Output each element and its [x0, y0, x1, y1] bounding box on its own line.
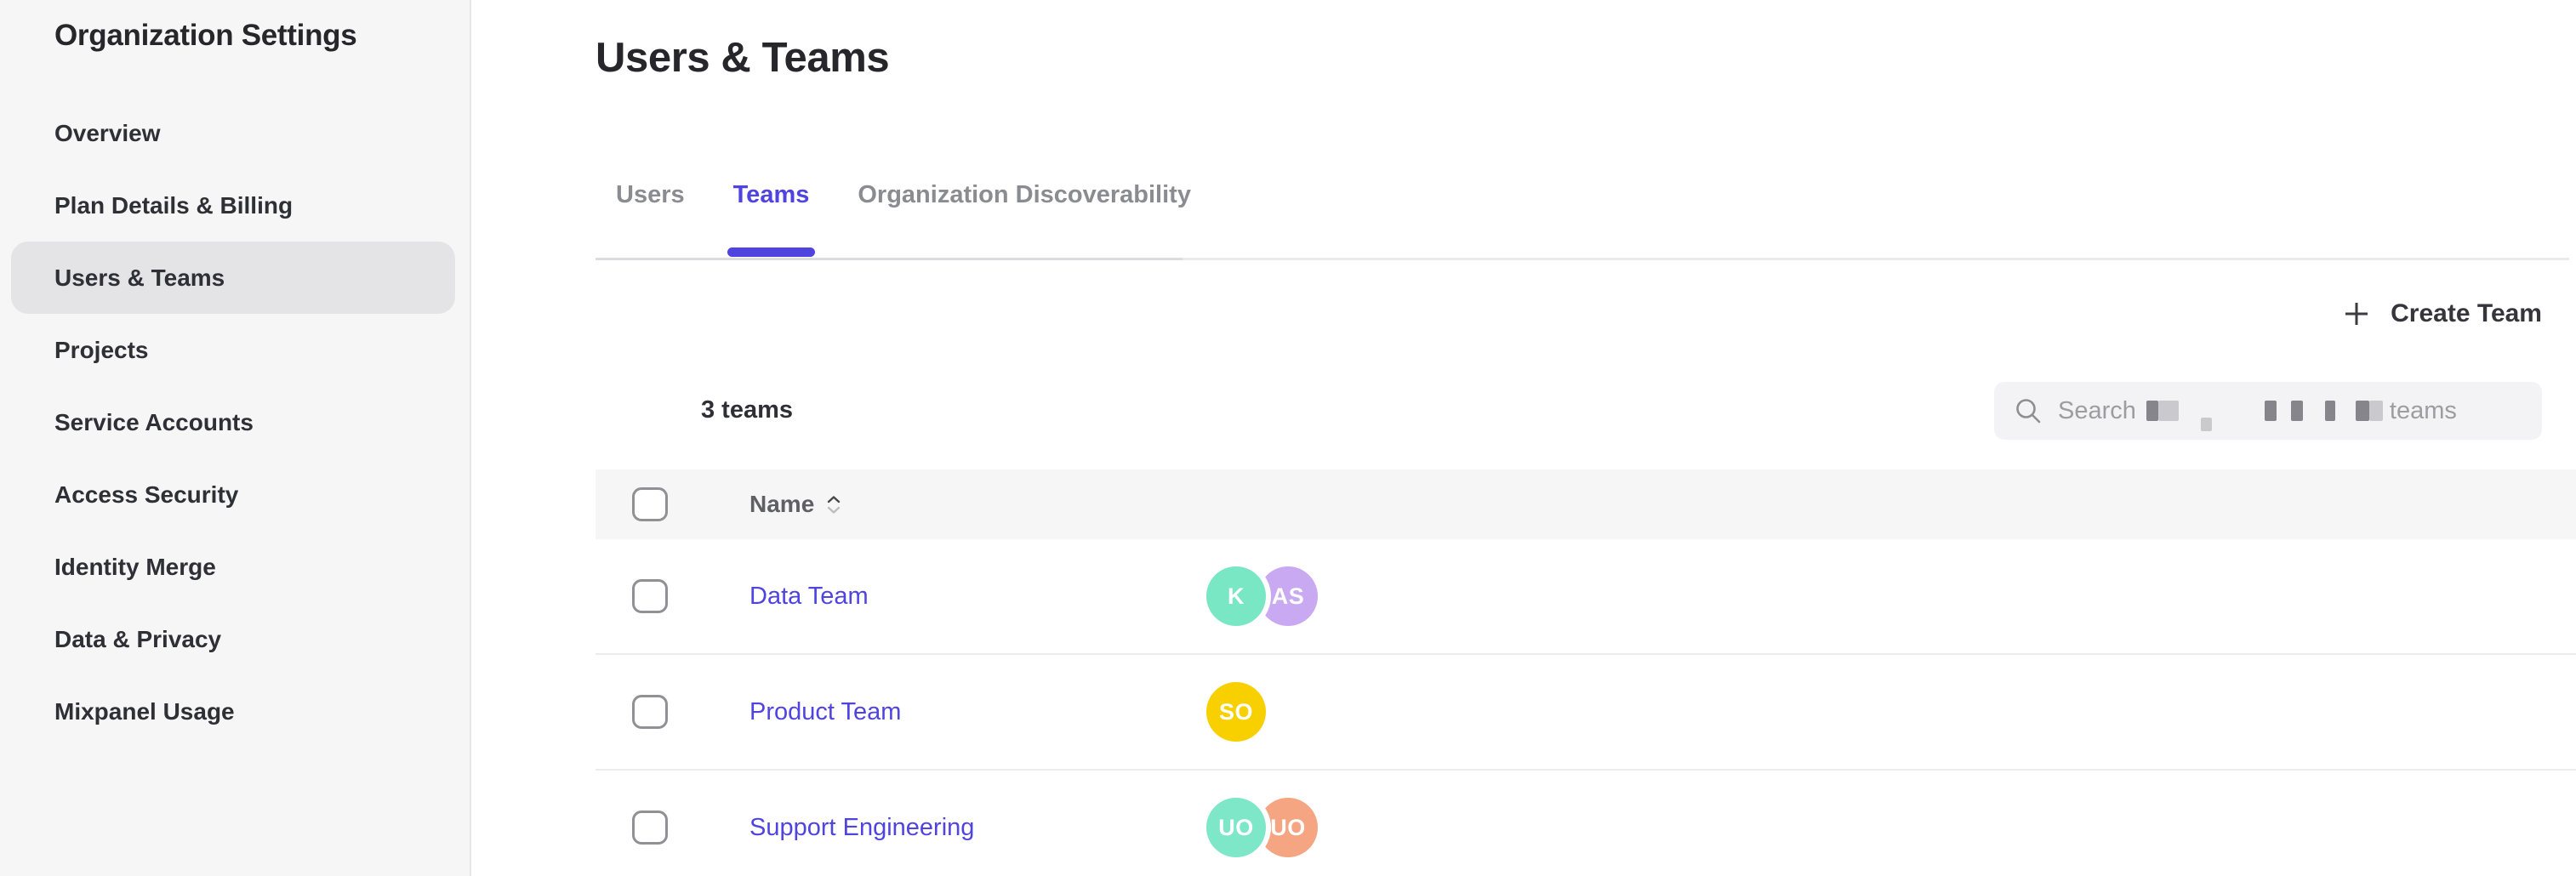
- sidebar-item-users-teams[interactable]: Users & Teams: [11, 242, 455, 314]
- sidebar-item-projects[interactable]: Projects: [11, 314, 455, 386]
- tabs-divider: [596, 258, 2569, 260]
- select-all-checkbox[interactable]: [632, 487, 668, 521]
- avatar: SO: [1206, 682, 1266, 742]
- tab-teams[interactable]: Teams: [727, 180, 816, 257]
- redaction-block: [2290, 401, 2303, 421]
- sidebar-item-label: Users & Teams: [54, 264, 225, 291]
- sidebar-item-label: Projects: [54, 336, 149, 363]
- search-placeholder-suffix: teams: [2389, 396, 2457, 424]
- teams-table: Name Data Team K AS: [596, 469, 2576, 876]
- row-name-cell: Product Team: [749, 698, 1206, 726]
- table-header-row: Name: [596, 469, 2576, 539]
- sidebar-nav: Overview Plan Details & Billing Users & …: [0, 97, 470, 748]
- avatar: UO: [1258, 798, 1318, 857]
- tab-bar: Users Teams Organization Discoverability: [616, 180, 1191, 257]
- avatar: UO: [1206, 798, 1266, 857]
- row-avatars: SO: [1206, 682, 1266, 742]
- tabs-divider-segment: [596, 258, 1183, 260]
- sidebar-item-overview[interactable]: Overview: [11, 97, 455, 169]
- header-checkbox-cell: [596, 487, 749, 521]
- redaction-block: [2146, 401, 2158, 421]
- redaction-block: [2157, 401, 2179, 421]
- tab-users[interactable]: Users: [616, 181, 685, 208]
- tab-organization-discoverability[interactable]: Organization Discoverability: [858, 181, 1191, 208]
- team-name-link[interactable]: Product Team: [749, 697, 902, 725]
- row-avatars: K AS: [1206, 566, 1318, 626]
- column-header-label: Name: [749, 491, 815, 517]
- create-team-label: Create Team: [2391, 299, 2542, 327]
- row-checkbox[interactable]: [632, 695, 668, 729]
- sidebar-item-label: Access Security: [54, 481, 239, 508]
- sidebar-item-label: Data & Privacy: [54, 625, 222, 652]
- row-name-cell: Support Engineering: [749, 814, 1206, 842]
- sidebar-item-label: Service Accounts: [54, 408, 254, 435]
- sidebar-item-plan-details-billing[interactable]: Plan Details & Billing: [11, 169, 455, 242]
- row-checkbox-cell: [596, 695, 749, 729]
- sidebar-item-label: Mixpanel Usage: [54, 697, 235, 725]
- sidebar-item-label: Overview: [54, 119, 161, 146]
- avatar: AS: [1258, 566, 1318, 626]
- redaction-block: [2324, 401, 2335, 421]
- avatar: K: [1206, 566, 1266, 626]
- redaction-block: [2264, 401, 2277, 421]
- search-placeholder-prefix: Search: [2058, 396, 2136, 424]
- sidebar-item-mixpanel-usage[interactable]: Mixpanel Usage: [11, 675, 455, 748]
- redaction-block: [2200, 418, 2212, 431]
- sidebar-title: Organization Settings: [54, 19, 357, 52]
- create-team-button[interactable]: Create Team: [2343, 299, 2542, 328]
- row-name-cell: Data Team: [749, 583, 1206, 611]
- search-input[interactable]: Search teams: [1994, 382, 2542, 440]
- page-title: Users & Teams: [596, 35, 890, 81]
- redaction-block: [2355, 401, 2369, 421]
- sidebar-item-data-privacy[interactable]: Data & Privacy: [11, 603, 455, 675]
- plus-icon: [2345, 303, 2368, 325]
- team-name-link[interactable]: Support Engineering: [749, 813, 975, 841]
- team-name-link[interactable]: Data Team: [749, 582, 869, 610]
- search-icon: [2016, 398, 2041, 423]
- team-row: Support Engineering UO UO: [596, 771, 2576, 876]
- column-header-name[interactable]: Name: [749, 491, 841, 518]
- team-row: Data Team K AS: [596, 539, 2576, 655]
- row-checkbox-cell: [596, 579, 749, 613]
- sidebar-item-label: Plan Details & Billing: [54, 191, 294, 219]
- header-name-cell: Name: [749, 491, 1206, 518]
- row-checkbox[interactable]: [632, 579, 668, 613]
- redaction-block: [2368, 401, 2383, 421]
- teams-count: 3 teams: [701, 396, 794, 424]
- sidebar-item-service-accounts[interactable]: Service Accounts: [11, 386, 455, 458]
- row-avatars: UO UO: [1206, 798, 1318, 857]
- row-checkbox[interactable]: [632, 811, 668, 845]
- sidebar: Organization Settings Overview Plan Deta…: [0, 0, 471, 876]
- sidebar-item-access-security[interactable]: Access Security: [11, 458, 455, 531]
- sidebar-item-identity-merge[interactable]: Identity Merge: [11, 531, 455, 603]
- team-row: Product Team SO: [596, 655, 2576, 771]
- row-checkbox-cell: [596, 811, 749, 845]
- main-content: Users & Teams Users Teams Organization D…: [471, 0, 2576, 876]
- sidebar-item-label: Identity Merge: [54, 553, 216, 580]
- sort-icon: [826, 495, 841, 515]
